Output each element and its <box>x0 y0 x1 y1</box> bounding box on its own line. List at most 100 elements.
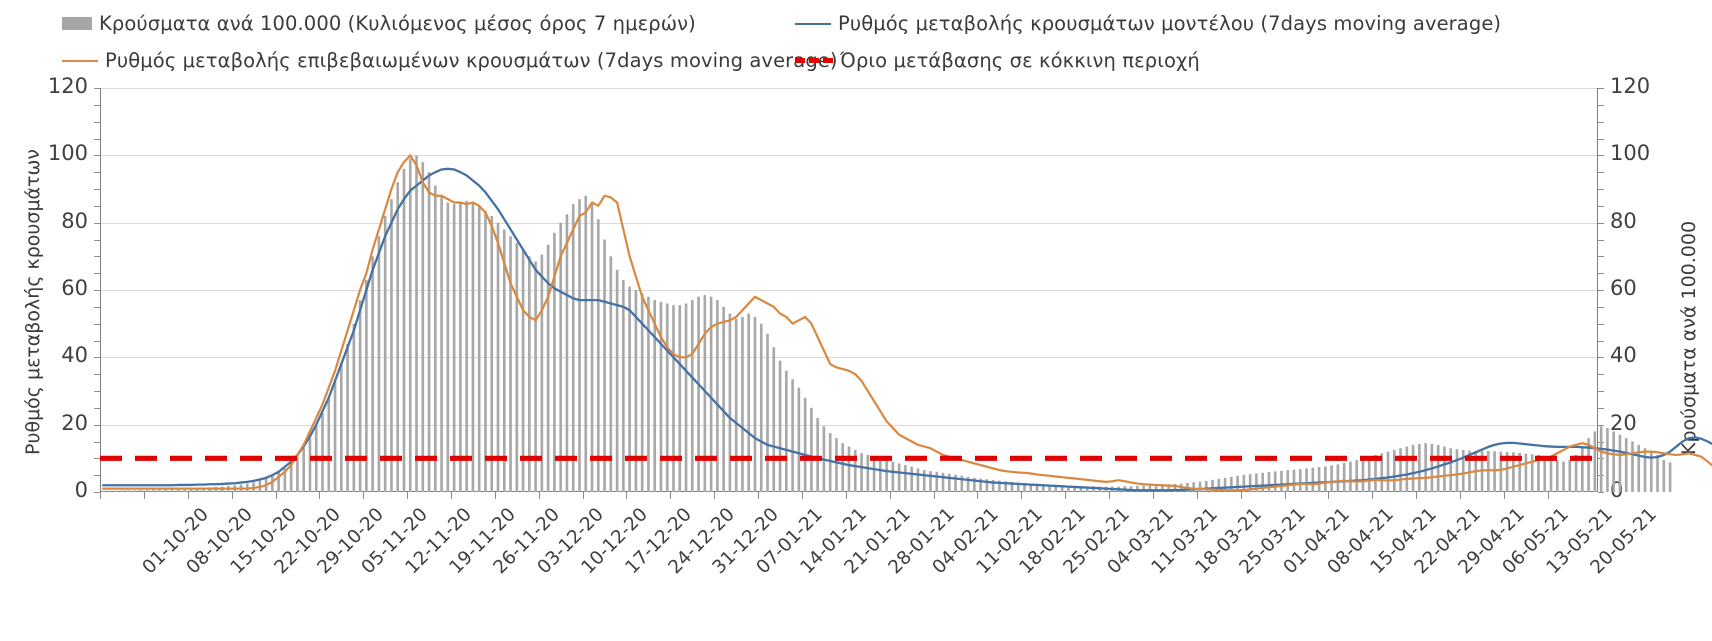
legend-label-model-line: Ρυθμός μεταβολής κρουσμάτων μοντέλου (7d… <box>838 12 1502 35</box>
axis-tick-mark <box>94 138 100 140</box>
bar <box>565 214 569 492</box>
dashed-swatch-icon <box>795 58 833 63</box>
y-tick-label-right: 40 <box>1610 343 1637 368</box>
axis-tick-mark <box>94 374 100 376</box>
bar <box>477 205 481 492</box>
legend-item-threshold[interactable]: Όριο μετάβασης σε κόκκινη περιοχή <box>795 49 1200 72</box>
x-tick-mark <box>1240 492 1242 499</box>
axis-tick-mark <box>1598 205 1604 207</box>
bar <box>1016 482 1020 492</box>
axis-tick-mark <box>94 492 100 493</box>
legend-item-bars[interactable]: Κρούσματα ανά 100.000 (Κυλιόμενος μέσος … <box>62 12 696 35</box>
bar <box>803 397 807 492</box>
bar <box>1549 457 1553 492</box>
axis-tick-mark <box>1598 424 1604 426</box>
bar <box>1593 431 1597 492</box>
gridline <box>100 155 1598 157</box>
x-tick-mark <box>1065 492 1067 499</box>
bar <box>1537 454 1540 492</box>
x-tick-mark <box>275 492 277 499</box>
series-canvas <box>100 154 1712 493</box>
bar <box>1461 449 1465 492</box>
bar <box>1574 454 1578 492</box>
bar <box>797 387 801 492</box>
bar <box>1255 473 1258 492</box>
bar <box>283 468 287 492</box>
bar <box>1136 485 1139 492</box>
axis-tick-mark <box>94 189 100 190</box>
axis-tick-mark <box>94 458 100 460</box>
x-tick-mark <box>1152 492 1154 499</box>
bar <box>1487 450 1490 492</box>
bar <box>991 479 995 492</box>
bar <box>1029 483 1033 492</box>
bar <box>1010 481 1014 492</box>
axis-tick-mark <box>94 104 100 106</box>
bar <box>540 254 544 492</box>
bar <box>189 488 193 492</box>
axis-line-left <box>100 88 101 492</box>
legend-label-threshold: Όριο μετάβασης σε κόκκινη περιοχή <box>840 49 1200 72</box>
bar <box>1524 453 1528 492</box>
bar <box>697 296 700 492</box>
bar <box>1342 463 1346 492</box>
bar <box>183 488 186 492</box>
bar <box>1581 446 1584 492</box>
bar <box>1468 450 1471 492</box>
bar <box>1311 467 1315 492</box>
bar <box>440 195 443 492</box>
axis-tick-mark <box>1598 222 1604 224</box>
bar <box>609 256 613 492</box>
bar <box>1242 474 1246 492</box>
bar <box>1230 476 1233 492</box>
axis-tick-mark <box>1598 88 1604 89</box>
bar <box>1330 465 1333 492</box>
bar <box>101 490 105 492</box>
y-tick-label-right: 80 <box>1610 208 1637 233</box>
axis-tick-mark <box>94 340 100 342</box>
y-axis-title-right: Κρούσματα ανά 100.000 <box>1678 220 1700 455</box>
axis-tick-mark <box>1598 104 1604 106</box>
bar <box>465 200 468 492</box>
x-tick-mark <box>1372 492 1374 499</box>
bar <box>358 300 362 492</box>
legend-item-model-line[interactable]: Ρυθμός μεταβολής κρουσμάτων μοντέλου (7d… <box>795 12 1501 35</box>
bar <box>333 380 337 492</box>
x-tick-mark <box>319 492 321 499</box>
y-tick-label-left: 80 <box>61 208 88 233</box>
bar <box>659 301 663 492</box>
bar <box>459 202 462 492</box>
bar <box>108 490 111 492</box>
bar <box>1248 474 1252 492</box>
x-tick-mark <box>363 492 365 499</box>
bar <box>402 168 406 493</box>
bar <box>578 199 581 492</box>
x-tick-mark <box>494 492 496 499</box>
bar <box>1085 486 1089 492</box>
bar <box>847 446 851 492</box>
bar <box>1273 471 1277 492</box>
x-tick-mark <box>1196 492 1198 499</box>
bar <box>277 472 280 492</box>
axis-tick-mark <box>1598 155 1604 157</box>
x-tick-mark <box>801 492 803 499</box>
bar <box>979 478 982 492</box>
legend-item-confirmed-line[interactable]: Ρυθμός μεταβολής επιβεβαιωμένων κρουσμάτ… <box>62 49 838 72</box>
axis-tick-mark <box>94 222 100 224</box>
bar <box>728 313 732 492</box>
legend-label-confirmed-line: Ρυθμός μεταβολής επιβεβαιωμένων κρουσμάτ… <box>105 49 838 72</box>
x-tick-mark <box>758 492 760 499</box>
bar <box>1493 451 1496 492</box>
gridline <box>100 222 1598 224</box>
bar <box>484 210 487 492</box>
bar <box>133 490 136 492</box>
bar <box>791 379 794 492</box>
bar <box>377 236 381 492</box>
bar <box>321 412 324 492</box>
bar <box>1568 460 1572 492</box>
bar <box>684 303 688 492</box>
bar <box>415 155 418 492</box>
line-swatch-orange-icon <box>62 59 98 62</box>
bar <box>151 489 155 492</box>
bar <box>1656 454 1659 492</box>
